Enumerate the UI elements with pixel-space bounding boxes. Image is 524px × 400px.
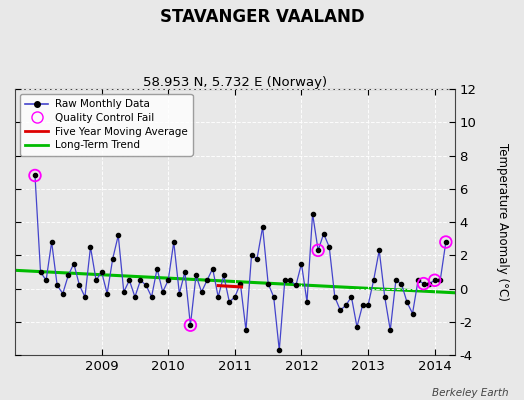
Legend: Raw Monthly Data, Quality Control Fail, Five Year Moving Average, Long-Term Tren: Raw Monthly Data, Quality Control Fail, … — [20, 94, 192, 156]
Text: STAVANGER VAALAND: STAVANGER VAALAND — [160, 8, 364, 26]
Title: 58.953 N, 5.732 E (Norway): 58.953 N, 5.732 E (Norway) — [143, 76, 327, 89]
Point — [186, 322, 194, 328]
Point — [419, 280, 428, 287]
Point — [431, 277, 439, 284]
Y-axis label: Temperature Anomaly (°C): Temperature Anomaly (°C) — [496, 143, 509, 301]
Point — [31, 172, 39, 179]
Text: Berkeley Earth: Berkeley Earth — [432, 388, 508, 398]
Point — [442, 239, 450, 245]
Point — [314, 247, 322, 254]
